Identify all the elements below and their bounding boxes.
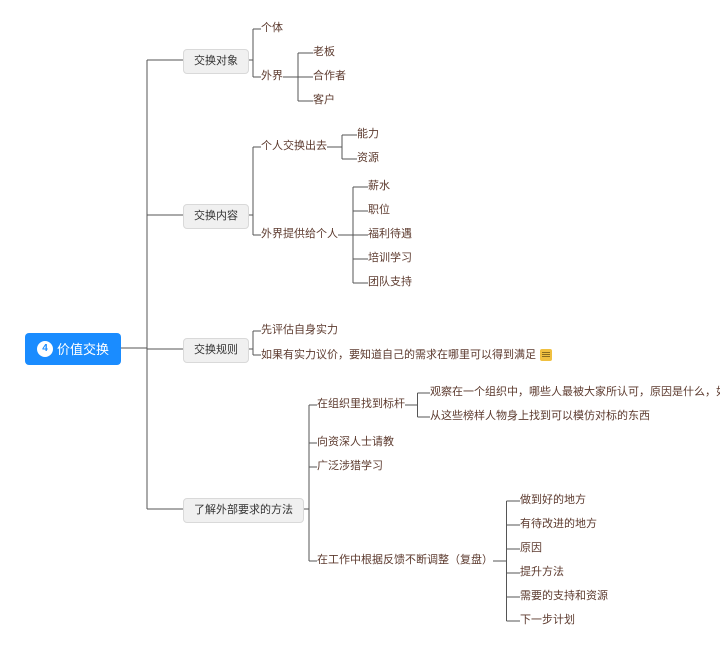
node-n_personout[interactable]: 个人交换出去 [261,141,327,152]
node-n_outerto[interactable]: 外界提供给个人 [261,229,338,240]
node-n_goodparts[interactable]: 做到好的地方 [520,495,586,506]
node-n_salary[interactable]: 薪水 [368,181,390,192]
node-n_support[interactable]: 需要的支持和资源 [520,591,608,602]
node-n_findbench[interactable]: 在组织里找到标杆 [317,399,405,410]
node-n_rules[interactable]: 交换规则 [183,338,249,363]
node-n_partner[interactable]: 合作者 [313,71,346,82]
node-n_customer[interactable]: 客户 [313,95,335,106]
node-n_broadlearn[interactable]: 广泛涉猎学习 [317,461,383,472]
node-n_welfare[interactable]: 福利待遇 [368,229,412,240]
node-n_position[interactable]: 职位 [368,205,390,216]
node-n_upmethod[interactable]: 提升方法 [520,567,564,578]
node-n_nextstep[interactable]: 下一步计划 [520,615,575,626]
node-n_askexpert[interactable]: 向资深人士请教 [317,437,394,448]
node-n_boss[interactable]: 老板 [313,47,335,58]
node-n_observe[interactable]: 观察在一个组织中，哪些人最被大家所认可，原因是什么，如何才能做到 [430,387,720,398]
root-label: 价值交换 [57,343,109,356]
node-n_resource[interactable]: 资源 [357,153,379,164]
node-n_fromthese[interactable]: 从这些榜样人物身上找到可以模仿对标的东西 [430,411,650,422]
node-n_indiv[interactable]: 个体 [261,23,283,34]
node-n_methods[interactable]: 了解外部要求的方法 [183,498,304,523]
node-n_training[interactable]: 培训学习 [368,253,412,264]
node-n_adjust[interactable]: 在工作中根据反馈不断调整（复盘） [317,555,493,566]
node-n_eval[interactable]: 先评估自身实力 [261,325,338,336]
node-n_ability[interactable]: 能力 [357,129,379,140]
node-n_teamsup[interactable]: 团队支持 [368,277,412,288]
node-n_improve[interactable]: 有待改进的地方 [520,519,597,530]
node-n_reason[interactable]: 原因 [520,543,542,554]
root-badge: 4 [37,341,53,357]
node-n_object[interactable]: 交换对象 [183,49,249,74]
root-node[interactable]: 4 价值交换 [25,333,121,365]
node-n_ifstrong[interactable]: 如果有实力议价，要知道自己的需求在哪里可以得到满足 [261,349,552,361]
node-n_content[interactable]: 交换内容 [183,204,249,229]
node-n_outer[interactable]: 外界 [261,71,283,82]
note-icon [540,349,552,361]
